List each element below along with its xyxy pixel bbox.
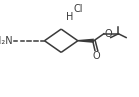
Text: O: O <box>105 29 112 39</box>
Text: O: O <box>93 51 100 61</box>
Text: H₂N: H₂N <box>0 36 13 46</box>
Polygon shape <box>78 39 94 43</box>
Text: Cl: Cl <box>73 4 83 14</box>
Text: H: H <box>66 12 73 23</box>
